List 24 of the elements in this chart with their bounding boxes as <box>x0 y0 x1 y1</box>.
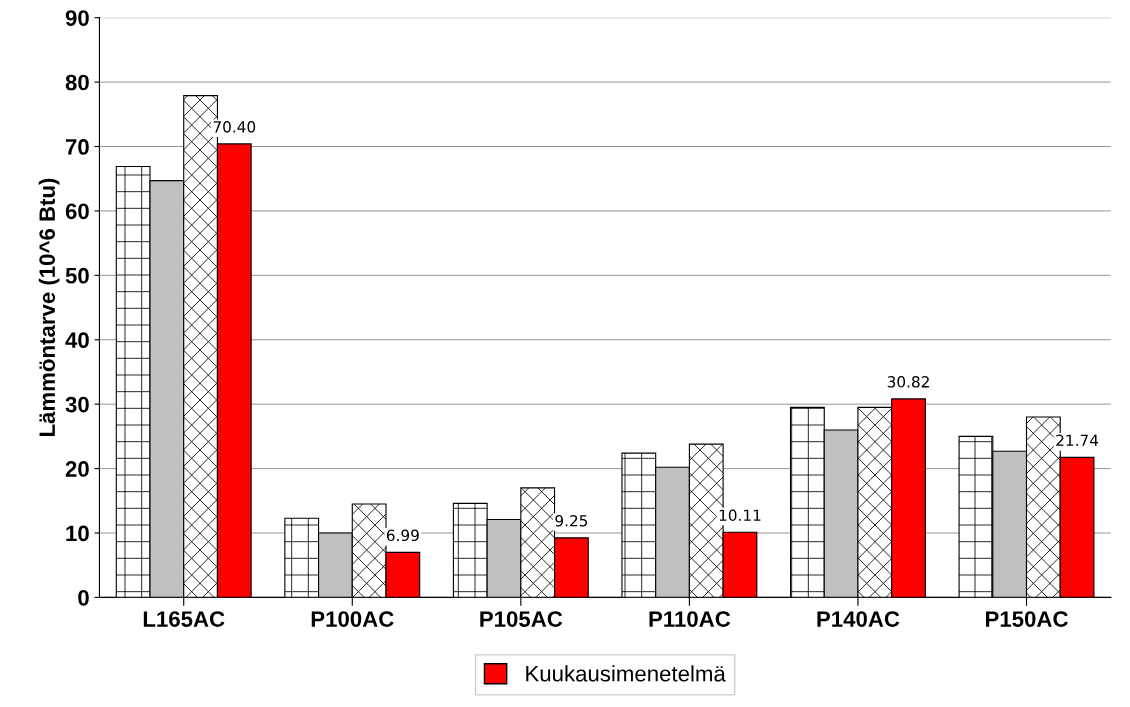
y-tick-label: 30 <box>65 396 89 413</box>
y-tick-label: 0 <box>78 589 89 606</box>
y-tick-label: 50 <box>65 267 89 284</box>
y-tick-label: 40 <box>65 332 89 349</box>
x-tick-label: P105AC <box>480 611 563 627</box>
data-label: 6.99 <box>386 529 419 542</box>
x-tick-label: P150AC <box>986 611 1068 627</box>
x-tick-label: P100AC <box>311 611 394 627</box>
y-tick-label: 70 <box>65 139 89 155</box>
data-label: 9.25 <box>555 514 588 527</box>
data-label: 30.82 <box>887 376 929 388</box>
data-label: 21.74 <box>1056 434 1099 446</box>
y-tick-label: 80 <box>65 74 89 91</box>
data-label: 10.11 <box>719 509 761 521</box>
legend-label: Kuukausimenetelmä <box>526 665 726 682</box>
y-tick-label: 20 <box>65 461 89 477</box>
y-tick-label: 90 <box>65 10 89 26</box>
data-label: 70.40 <box>213 121 256 133</box>
y-axis-title: Lämmöntarve (10^6 Btu) <box>38 178 60 437</box>
y-tick-label: 10 <box>66 525 89 542</box>
x-tick-label: P140AC <box>817 611 900 627</box>
x-tick-label: L165AC <box>143 611 225 627</box>
x-tick-label: P110AC <box>649 611 731 627</box>
y-tick-label: 60 <box>65 203 89 220</box>
